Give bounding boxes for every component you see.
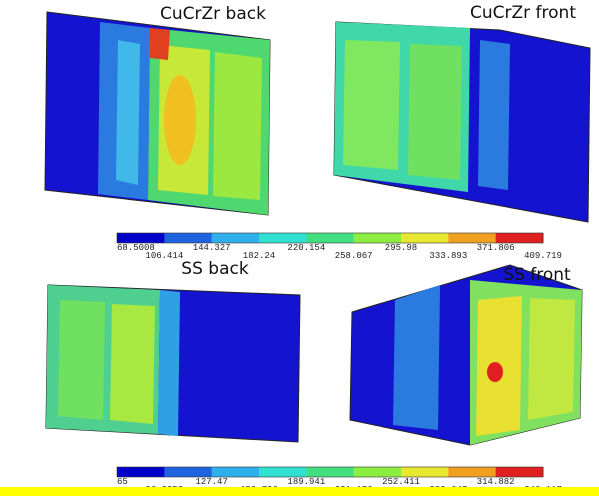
colorbar-segment bbox=[306, 467, 354, 477]
colorbar-segment bbox=[401, 233, 449, 243]
colorbar-segment bbox=[212, 467, 260, 477]
colorbar-label: 409.719 bbox=[524, 251, 562, 261]
colorbar-label: 295.98 bbox=[385, 243, 417, 253]
colorbar-segment bbox=[401, 467, 449, 477]
plate bbox=[350, 265, 582, 445]
colorbar-label: 144.327 bbox=[193, 243, 231, 253]
colorbar-segment bbox=[259, 467, 307, 477]
colorbar-label: 258.067 bbox=[335, 251, 373, 261]
colorbar-label: 371.806 bbox=[477, 243, 515, 253]
colorbar-segment bbox=[164, 467, 212, 477]
figure: CuCrZr back CuCrZr front SS back SS fron… bbox=[0, 0, 599, 496]
highlight-strip bbox=[0, 487, 599, 496]
colorbar-label: 314.882 bbox=[477, 477, 515, 487]
colorbar-label: 127.47 bbox=[195, 477, 227, 487]
colorbar-segment bbox=[164, 233, 212, 243]
colorbar-segment bbox=[212, 233, 260, 243]
colorbar-label: 220.154 bbox=[287, 243, 325, 253]
colorbar-segment bbox=[306, 233, 354, 243]
colorbar-segment bbox=[354, 233, 402, 243]
panel-title: SS front bbox=[503, 265, 571, 285]
colorbar-segment bbox=[117, 233, 165, 243]
colorbar-label: 106.414 bbox=[145, 251, 183, 261]
colorbar-segment bbox=[117, 467, 165, 477]
colorbar-segment bbox=[259, 233, 307, 243]
panel-title: CuCrZr front bbox=[470, 3, 576, 23]
panel-title: CuCrZr back bbox=[160, 4, 266, 24]
plate bbox=[46, 285, 300, 442]
plate bbox=[45, 12, 270, 215]
colorbar-label: 252.411 bbox=[382, 477, 420, 487]
panel-title: SS back bbox=[181, 259, 249, 279]
plate bbox=[334, 22, 590, 222]
colorbar-label: 65 bbox=[117, 477, 128, 487]
colorbar-segment bbox=[496, 467, 544, 477]
colorbar-label: 182.24 bbox=[243, 251, 275, 261]
colorbar-label: 189.941 bbox=[287, 477, 325, 487]
colorbar-segment bbox=[496, 233, 544, 243]
colorbar-segment bbox=[448, 467, 496, 477]
colorbar-segment bbox=[448, 233, 496, 243]
colorbar-segment bbox=[354, 467, 402, 477]
colorbar-label: 333.893 bbox=[429, 251, 467, 261]
